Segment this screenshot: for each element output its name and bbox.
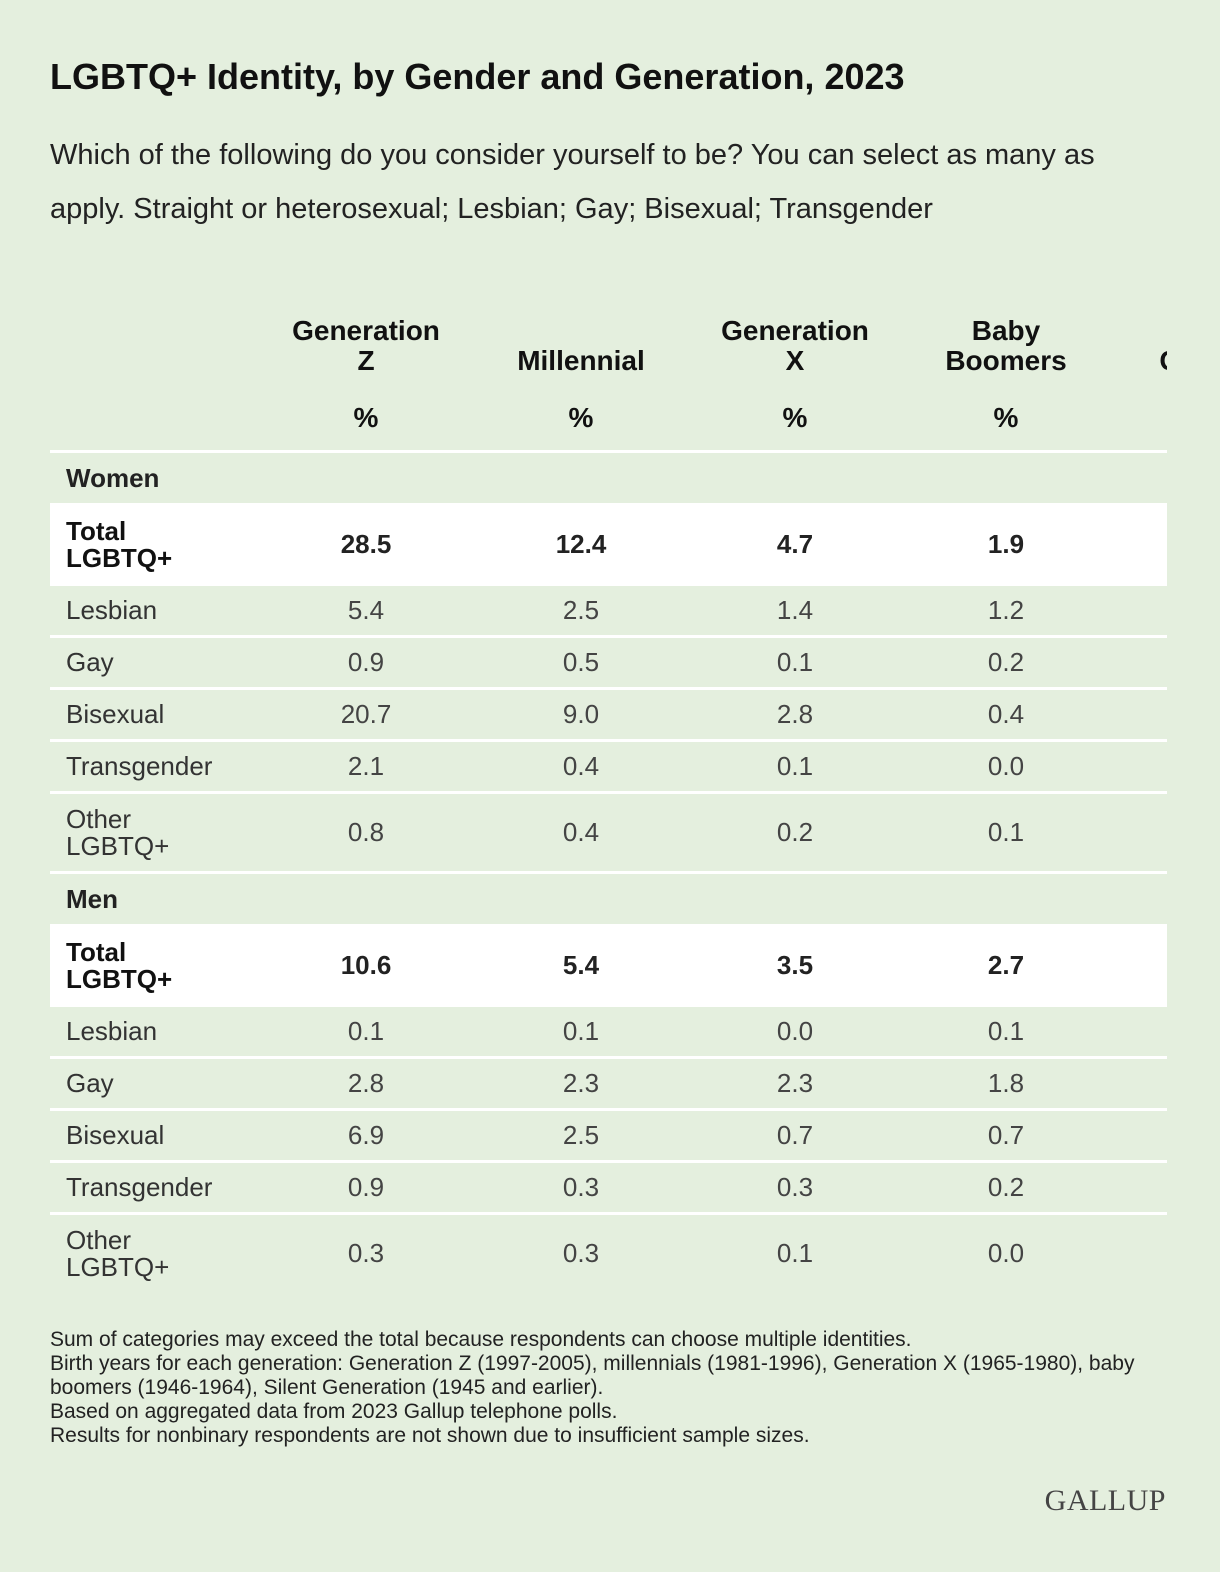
table-cell: 2.3 — [562, 1068, 600, 1098]
table-row: Transgender 2.1 0.4 0.1 0.0 — [50, 742, 1167, 794]
table-cell: 0.9 — [347, 647, 385, 677]
row-label: Other LGBTQ+ — [66, 1224, 170, 1282]
column-header: Millennial — [517, 345, 645, 376]
table-cell: 1.4 — [776, 595, 814, 625]
chart-title: LGBTQ+ Identity, by Gender and Generatio… — [50, 56, 905, 97]
table-cell: 0.3 — [776, 1172, 814, 1202]
table-cell: 0.3 — [562, 1172, 600, 1202]
table-cell: 0.0 — [987, 1238, 1025, 1268]
table-cell: 0.1 — [776, 1238, 814, 1268]
footnote-line: Sum of categories may exceed the total b… — [50, 1328, 912, 1351]
table-cell: 2.1 — [347, 751, 385, 781]
row-label: Gay — [66, 1068, 114, 1098]
column-header: Generation X — [721, 315, 869, 376]
table-cell: 0.5 — [562, 647, 600, 677]
data-table: Generation Z% Millennial% Generation X% Bab… — [50, 300, 1167, 1290]
table-cell: 3.5 — [776, 950, 814, 980]
group-label: Men — [66, 884, 118, 914]
row-label: Total LGBTQ+ — [66, 936, 173, 994]
table-cell: 0.2 — [987, 1172, 1025, 1202]
table-cell: 0.0 — [987, 751, 1025, 781]
row-label: Other LGBTQ+ — [66, 803, 170, 861]
table-cell: 0.1 — [776, 647, 814, 677]
chart-subtitle: Which of the following do you consider y… — [50, 139, 1095, 225]
footnote-line: Birth years for each generation: Generat… — [50, 1352, 1135, 1399]
table-row: Lesbian 0.1 0.1 0.0 0.1 — [50, 1007, 1167, 1059]
column-header: Generation Z — [292, 315, 440, 376]
row-label: Bisexual — [66, 699, 165, 729]
footnote-line: Results for nonbinary respondents are no… — [50, 1424, 810, 1447]
row-label: Lesbian — [66, 1016, 158, 1046]
table-cell: 0.7 — [776, 1120, 814, 1150]
table-cell: 0.1 — [987, 817, 1025, 847]
row-label: Total LGBTQ+ — [66, 515, 173, 573]
column-unit: % — [782, 402, 808, 433]
table-row: Other LGBTQ+ 0.8 0.4 0.2 0.1 — [50, 794, 1167, 874]
table-cell: 2.7 — [987, 950, 1025, 980]
table-cell: 2.3 — [776, 1068, 814, 1098]
table-cell: 0.0 — [776, 1016, 814, 1046]
table-cell: 0.7 — [987, 1120, 1025, 1150]
table-cell: 2.8 — [776, 699, 814, 729]
table-cell: 0.3 — [347, 1238, 385, 1268]
table-row: Bisexual 20.7 9.0 2.8 0.4 — [50, 690, 1167, 742]
row-label: Bisexual — [66, 1120, 165, 1150]
row-label: Transgender — [66, 751, 213, 781]
table-cell: 5.4 — [347, 595, 385, 625]
table-cell: 0.4 — [562, 817, 600, 847]
column-unit: % — [993, 402, 1019, 433]
column-header: Ge — [1063, 312, 1167, 376]
table-cell: 0.4 — [562, 751, 600, 781]
row-label: Lesbian — [66, 595, 158, 625]
table-cell: 0.1 — [776, 751, 814, 781]
table-row: Other LGBTQ+ 0.3 0.3 0.1 0.0 — [50, 1215, 1167, 1290]
table-cell: 2.5 — [562, 595, 600, 625]
table-cell: 4.7 — [776, 529, 814, 559]
table-cell: 28.5 — [340, 529, 392, 559]
table-row: Gay 2.8 2.3 2.3 1.8 — [50, 1059, 1167, 1111]
table-cell: 0.2 — [776, 817, 814, 847]
footnotes: Sum of categories may exceed the total b… — [50, 1328, 1170, 1448]
table-cell: 1.8 — [987, 1068, 1025, 1098]
table-cell: 12.4 — [555, 529, 607, 559]
table-row: Transgender 0.9 0.3 0.3 0.2 — [50, 1163, 1167, 1215]
table-cell: 10.6 — [340, 950, 392, 980]
table-cell: 6.9 — [347, 1120, 385, 1150]
total-row: Total LGBTQ+ 28.5 12.4 4.7 1.9 — [50, 503, 1167, 586]
column-header: Baby Boomers — [945, 315, 1067, 376]
column-unit: % — [353, 402, 379, 433]
column-unit: % — [568, 402, 594, 433]
footnote-line: Based on aggregated data from 2023 Gallu… — [50, 1400, 618, 1423]
table-cell: 0.1 — [347, 1016, 385, 1046]
table-cell: 0.2 — [987, 647, 1025, 677]
table-cell: 0.8 — [347, 817, 385, 847]
group-label: Women — [66, 463, 160, 493]
table-row: Bisexual 6.9 2.5 0.7 0.7 — [50, 1111, 1167, 1163]
table-cell: 0.1 — [562, 1016, 600, 1046]
table-cell: 20.7 — [340, 699, 392, 729]
row-label: Transgender — [66, 1172, 213, 1202]
table-cell: 9.0 — [562, 699, 600, 729]
table-cell: 0.9 — [347, 1172, 385, 1202]
table-cell: 0.3 — [562, 1238, 600, 1268]
total-row: Total LGBTQ+ 10.6 5.4 3.5 2.7 — [50, 924, 1167, 1007]
table-row: Gay 0.9 0.5 0.1 0.2 — [50, 638, 1167, 690]
gallup-logo: GALLUP — [1044, 1484, 1166, 1517]
header-divider — [50, 450, 1167, 453]
table-cell: 1.9 — [987, 529, 1025, 559]
table-cell: 2.5 — [562, 1120, 600, 1150]
row-label: Gay — [66, 647, 114, 677]
table-row: Lesbian 5.4 2.5 1.4 1.2 — [50, 586, 1167, 638]
table-cell: 0.1 — [987, 1016, 1025, 1046]
table-cell: 2.8 — [347, 1068, 385, 1098]
table-cell: 0.4 — [987, 699, 1025, 729]
table-cell: 1.2 — [987, 595, 1025, 625]
table-cell: 5.4 — [562, 950, 600, 980]
